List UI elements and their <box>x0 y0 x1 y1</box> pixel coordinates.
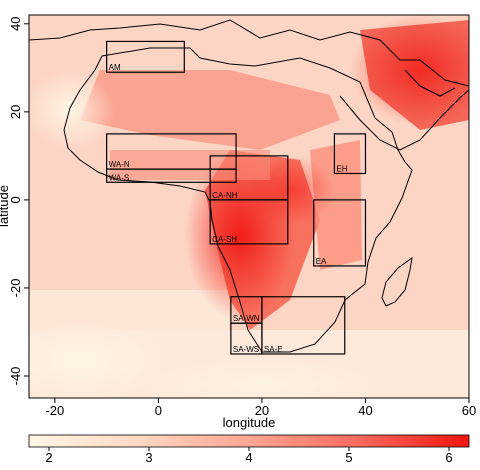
madagascar-coastline <box>381 256 413 307</box>
region-label-ca-nh: CA-NH <box>212 191 238 200</box>
region-label-wa-n: WA-N <box>109 160 130 169</box>
region-label-wa-s: WA-S <box>109 173 130 182</box>
colorbar-tick-label: 3 <box>145 450 152 465</box>
colorbar-tick-label: 4 <box>245 450 252 465</box>
y-tick-label: -20 <box>8 279 23 298</box>
region-box-sa-e <box>261 296 346 355</box>
y-tick-label: 0 <box>8 196 23 203</box>
region-box-eh <box>333 133 367 175</box>
colorbar-tick-label: 5 <box>345 450 352 465</box>
region-label-am: AM <box>109 63 121 72</box>
colorbar: 2 3 4 5 6 <box>28 434 470 465</box>
x-axis: -20 0 20 40 60 <box>45 398 476 418</box>
persian-gulf-coast <box>404 69 456 97</box>
region-label-sa-ws: SA-WS <box>233 345 259 354</box>
colorbar-ticks: 2 3 4 5 6 <box>45 447 453 465</box>
x-tick-label: 20 <box>255 403 269 418</box>
region-box-wa-s <box>106 168 237 183</box>
mediterranean-north-coast <box>29 19 469 87</box>
colorbar-gradient <box>28 434 470 448</box>
region-boxes: AM WA-N WA-S CA-NH CA-SH EH EA SA-WN SA-WS SA-E <box>106 40 367 355</box>
y-tick-label: -40 <box>8 367 23 386</box>
heatmap-field <box>29 15 469 398</box>
region-box-am <box>106 40 185 73</box>
x-tick-label: 40 <box>358 403 372 418</box>
region-label-sa-wn: SA-WN <box>233 314 260 323</box>
colorbar-tick-label: 6 <box>445 450 452 465</box>
x-axis-title: longitude <box>223 415 276 430</box>
africa-coastline <box>63 47 413 353</box>
arabia-coastline <box>339 89 469 151</box>
region-label-ea: EA <box>316 257 327 266</box>
x-tick-label: 60 <box>462 403 476 418</box>
region-label-eh: EH <box>336 164 347 173</box>
region-label-ca-sh: CA-SH <box>212 235 237 244</box>
x-tick-label: -20 <box>45 403 64 418</box>
y-axis-title: latitude <box>0 185 11 227</box>
coastlines <box>29 19 469 353</box>
y-tick-label: 20 <box>8 105 23 119</box>
region-box-ca-sh <box>209 199 289 245</box>
region-label-sa-e: SA-E <box>264 345 283 354</box>
y-axis: 40 20 0 -20 -40 <box>8 17 29 386</box>
x-tick-label: 0 <box>155 403 162 418</box>
plot-frame <box>28 14 470 399</box>
colorbar-tick-label: 2 <box>45 450 52 465</box>
y-tick-label: 40 <box>8 17 23 31</box>
region-box-ea <box>313 199 367 267</box>
